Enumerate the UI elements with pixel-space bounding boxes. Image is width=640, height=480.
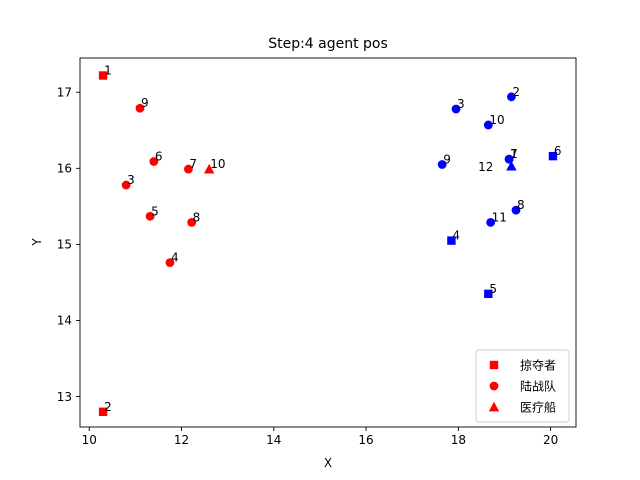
y-tick-label: 17	[57, 85, 72, 99]
legend-label: 掠夺者	[520, 358, 556, 373]
point-red-triangle	[203, 163, 215, 174]
legend-marker-square	[489, 360, 499, 370]
point-label: 5	[489, 282, 497, 296]
legend-marker-triangle	[488, 401, 500, 412]
point-blue-square	[548, 151, 558, 161]
point-blue-square	[484, 289, 493, 299]
x-tick-label: 20	[543, 433, 558, 447]
y-tick-label: 15	[57, 238, 72, 252]
point-blue-circle	[507, 92, 516, 102]
x-tick-label: 14	[266, 433, 281, 447]
point-label: 10	[210, 157, 225, 171]
chart-title: Step:4 agent pos	[268, 36, 388, 52]
y-tick-label: 13	[57, 390, 72, 404]
point-label: 11	[492, 210, 507, 224]
point-blue-triangle	[506, 160, 517, 171]
point-label: 4	[171, 251, 179, 265]
point-red-circle	[184, 164, 193, 174]
point-label: 7	[510, 147, 518, 161]
point-label: 9	[443, 153, 451, 167]
legend-marker-circle	[489, 381, 499, 391]
point-label: 10	[489, 113, 504, 127]
axes-frame	[79, 57, 577, 428]
point-blue-circle	[451, 104, 461, 114]
x-tick-label: 18	[451, 433, 466, 447]
point-red-circle	[165, 258, 175, 268]
point-label: 6	[554, 144, 562, 158]
point-label: 8	[193, 210, 201, 224]
point-red-circle	[145, 211, 155, 221]
plot-area: 10 12 14 16 18 201314151617123456789101234567…	[57, 57, 577, 447]
point-red-circle	[149, 157, 159, 166]
legend-label: 医疗船	[520, 401, 556, 415]
point-label: 2	[104, 400, 112, 414]
point-label: 9	[141, 96, 149, 110]
x-tick-label: 10	[82, 433, 97, 447]
point-blue-square	[447, 236, 456, 245]
legend-box	[475, 349, 570, 423]
y-tick-label: 14	[57, 314, 72, 328]
point-red-square	[98, 407, 108, 416]
point-label: 3	[127, 173, 135, 187]
point-label: 4	[452, 229, 460, 243]
point-label: 6	[155, 149, 163, 163]
point-label: 1	[104, 63, 112, 77]
point-red-circle	[187, 217, 197, 227]
x-tick-label: 16	[358, 433, 373, 447]
point-label: 5	[151, 204, 159, 218]
point-label: 12	[478, 160, 493, 174]
point-red-circle	[121, 180, 131, 190]
point-blue-circle	[486, 217, 496, 227]
point-label: 3	[457, 97, 465, 111]
point-blue-circle	[437, 160, 447, 169]
point-red-circle	[135, 103, 145, 113]
point-label: 1	[510, 147, 518, 161]
y-tick-label: 16	[57, 162, 72, 176]
legend-label: 陆战队	[520, 379, 556, 394]
point-label: 2	[512, 85, 520, 99]
x-tick-label: 12	[174, 433, 189, 447]
point-blue-circle	[511, 205, 521, 215]
point-red-square	[98, 71, 108, 80]
point-label: 8	[517, 198, 525, 212]
y-axis-label: Y	[30, 238, 44, 247]
x-axis-label: X	[324, 456, 332, 470]
point-blue-circle	[483, 120, 493, 130]
point-label: 7	[189, 157, 197, 171]
